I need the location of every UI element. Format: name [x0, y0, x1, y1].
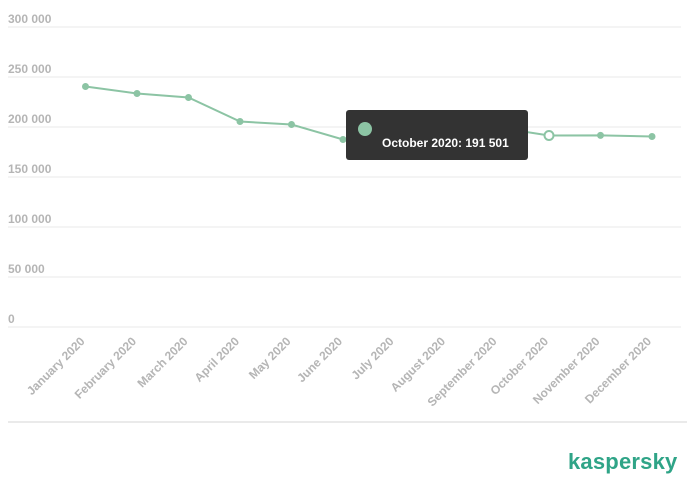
kaspersky-logo: kaspersky [568, 449, 678, 474]
data-point[interactable] [82, 83, 89, 90]
data-point[interactable] [133, 90, 141, 97]
data-point[interactable] [185, 94, 192, 101]
y-tick-label: 50 000 [8, 262, 45, 276]
y-axis-ticks: 0 50 000 100 000 150 000 200 000 250 000 300 0… [8, 12, 52, 326]
data-point[interactable] [597, 131, 604, 139]
tooltip: October 2020: 191 501 [346, 110, 528, 160]
data-point-highlighted[interactable] [543, 129, 555, 141]
x-tick-label: June 2020 [294, 334, 345, 385]
x-tick-label: April 2020 [192, 334, 243, 385]
y-tick-label: 300 000 [8, 12, 52, 26]
gridlines [8, 26, 681, 328]
data-point[interactable] [236, 118, 244, 125]
tooltip-label: October 2020: 191 501 [382, 136, 509, 150]
x-tick-label: July 2020 [349, 334, 397, 382]
y-tick-label: 150 000 [8, 162, 52, 176]
x-tick-label: March 2020 [134, 334, 190, 390]
y-tick-label: 100 000 [8, 212, 52, 226]
data-point[interactable] [339, 136, 347, 143]
y-tick-label: 250 000 [8, 62, 52, 76]
tooltip-series-marker [358, 122, 372, 136]
data-point[interactable] [648, 133, 656, 140]
x-tick-label: May 2020 [246, 334, 294, 382]
tooltip-box [346, 110, 528, 160]
y-tick-label: 0 [8, 312, 15, 326]
y-tick-label: 200 000 [8, 112, 52, 126]
data-point[interactable] [288, 121, 295, 128]
